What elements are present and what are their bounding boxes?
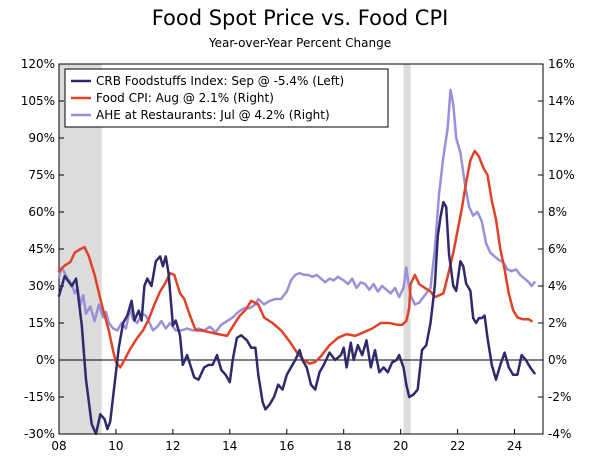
left-y-tick-label: 90% bbox=[28, 131, 55, 145]
left-y-tick-label: 60% bbox=[28, 205, 55, 219]
x-tick-label: 16 bbox=[279, 439, 294, 453]
left-y-tick-label: -30% bbox=[24, 427, 55, 441]
chart-subtitle: Year-over-Year Percent Change bbox=[208, 36, 392, 50]
right-y-tick-label: 16% bbox=[548, 57, 575, 71]
legend-label: AHE at Restaurants: Jul @ 4.2% (Right) bbox=[96, 108, 330, 122]
left-y-tick-label: 120% bbox=[21, 57, 55, 71]
left-y-tick-label: 105% bbox=[21, 94, 55, 108]
right-y-tick-label: 10% bbox=[548, 168, 575, 182]
left-y-tick-label: 30% bbox=[28, 279, 55, 293]
left-y-tick-label: -15% bbox=[24, 390, 55, 404]
food-cpi-line bbox=[57, 149, 533, 369]
crb-foodstuffs-line bbox=[57, 200, 536, 436]
x-tick-label: 08 bbox=[51, 439, 66, 453]
chart-title: Food Spot Price vs. Food CPI bbox=[151, 6, 449, 30]
x-tick-label: 14 bbox=[222, 439, 237, 453]
left-y-tick-label: 15% bbox=[28, 316, 55, 330]
x-tick-label: 24 bbox=[507, 439, 522, 453]
recession-band bbox=[403, 64, 411, 434]
left-y-tick-label: 45% bbox=[28, 242, 55, 256]
legend-label: Food CPI: Aug @ 2.1% (Right) bbox=[96, 91, 274, 105]
x-tick-label: 10 bbox=[108, 439, 123, 453]
x-tick-label: 18 bbox=[336, 439, 351, 453]
x-tick-label: 22 bbox=[450, 439, 465, 453]
ahe-restaurants-line bbox=[57, 88, 536, 334]
right-y-tick-label: 2% bbox=[548, 316, 567, 330]
left-y-tick-label: 0% bbox=[36, 353, 55, 367]
right-y-tick-label: 14% bbox=[548, 94, 575, 108]
x-tick-label: 20 bbox=[393, 439, 408, 453]
axes-group: 120%105%90%75%60%45%30%15%0%-15%-30%16%1… bbox=[21, 57, 575, 453]
x-tick-label: 12 bbox=[165, 439, 180, 453]
series-group bbox=[57, 88, 536, 436]
right-y-tick-label: 12% bbox=[548, 131, 575, 145]
right-y-tick-label: 0% bbox=[548, 353, 567, 367]
right-y-tick-label: -4% bbox=[548, 427, 571, 441]
right-y-tick-label: -2% bbox=[548, 390, 571, 404]
legend: CRB Foodstuffs Index: Sep @ -5.4% (Left)… bbox=[64, 68, 389, 128]
right-y-tick-label: 4% bbox=[548, 279, 567, 293]
legend-label: CRB Foodstuffs Index: Sep @ -5.4% (Left) bbox=[96, 74, 344, 88]
right-y-tick-label: 8% bbox=[548, 205, 567, 219]
left-y-tick-label: 75% bbox=[28, 168, 55, 182]
right-y-tick-label: 6% bbox=[548, 242, 567, 256]
legend-box bbox=[64, 68, 389, 128]
